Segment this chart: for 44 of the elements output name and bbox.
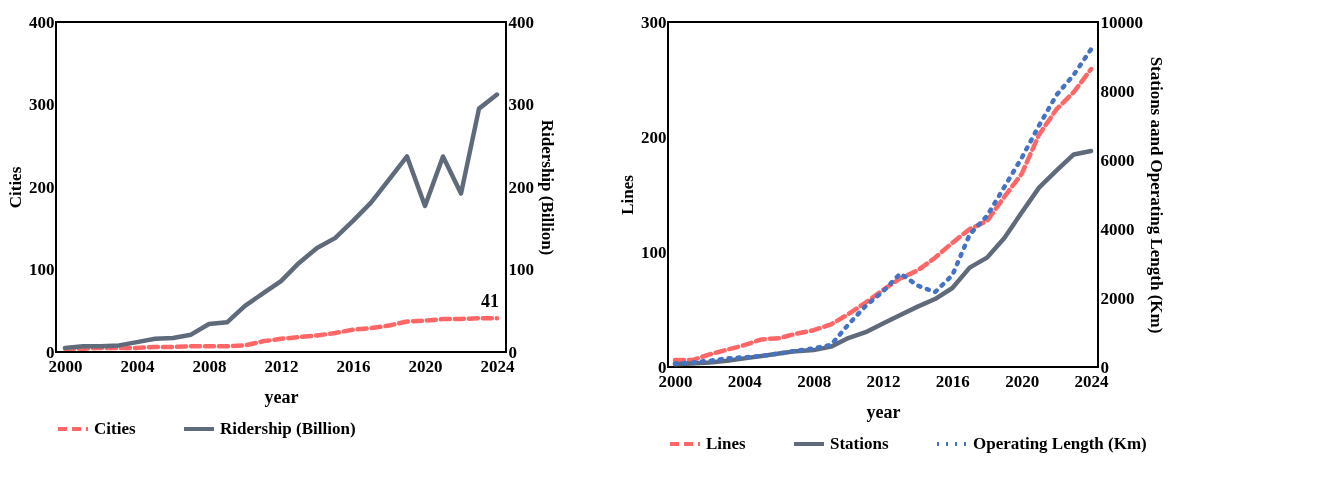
y-tick-label: 100	[29, 260, 55, 279]
x-tick-label: 2012	[264, 356, 299, 376]
y2-tick-label: 0	[1100, 357, 1109, 377]
x-tick-label: 2016	[336, 356, 371, 376]
y-tick-label: 300	[29, 95, 55, 114]
y2-tick-label: 200	[508, 177, 534, 197]
y2-tick-label: 8000	[1100, 81, 1135, 101]
y2-tick-label: 100	[508, 260, 534, 279]
y2-tick-label: 300	[508, 95, 534, 114]
y2-tick-label: 2000	[1100, 288, 1135, 308]
line-series	[62, 92, 500, 351]
legend-label: Ridership (Billion)	[220, 419, 356, 438]
y-tick-label: 0	[658, 357, 667, 377]
y-axis-title: Lines	[618, 174, 637, 215]
x-tick-label: 2008	[797, 371, 832, 391]
y2-tick-label: 0	[508, 342, 517, 362]
legend-label: Lines	[706, 434, 747, 453]
legend-label: Cities	[94, 419, 136, 438]
x-tick-label: 2012	[866, 371, 901, 391]
y2-tick-label: 10000	[1100, 12, 1143, 32]
x-tick-label: 2004	[120, 356, 155, 376]
legend-label: Operating Length (Km)	[973, 434, 1147, 453]
x-tick-label: 2004	[727, 371, 763, 391]
x-tick-label: 2008	[192, 356, 227, 376]
y-tick-label: 200	[641, 127, 667, 147]
x-tick-label: 2020	[408, 356, 443, 376]
y-tick-label: 200	[29, 177, 55, 197]
x-axis-title: year	[866, 401, 901, 422]
y2-tick-label: 400	[508, 12, 534, 32]
y-axis-title: Cities	[6, 166, 25, 209]
y-tick-label: 100	[641, 242, 667, 262]
x-axis-title: year	[264, 386, 299, 407]
y-tick-label: 400	[29, 12, 55, 32]
data-label: 41	[481, 291, 499, 312]
x-tick-label: 2016	[935, 371, 970, 391]
y2-axis-title: Stations aand Operating Length (Km)	[1147, 56, 1166, 334]
y2-tick-label: 4000	[1100, 219, 1135, 239]
y2-tick-label: 6000	[1100, 150, 1135, 170]
line-series	[62, 315, 500, 351]
y-tick-label: 0	[46, 342, 55, 362]
y2-axis-title: Ridership (Billion)	[538, 119, 557, 256]
x-tick-label: 2020	[1005, 371, 1040, 391]
y-tick-label: 300	[641, 12, 667, 32]
legend-label: Stations	[830, 434, 889, 453]
